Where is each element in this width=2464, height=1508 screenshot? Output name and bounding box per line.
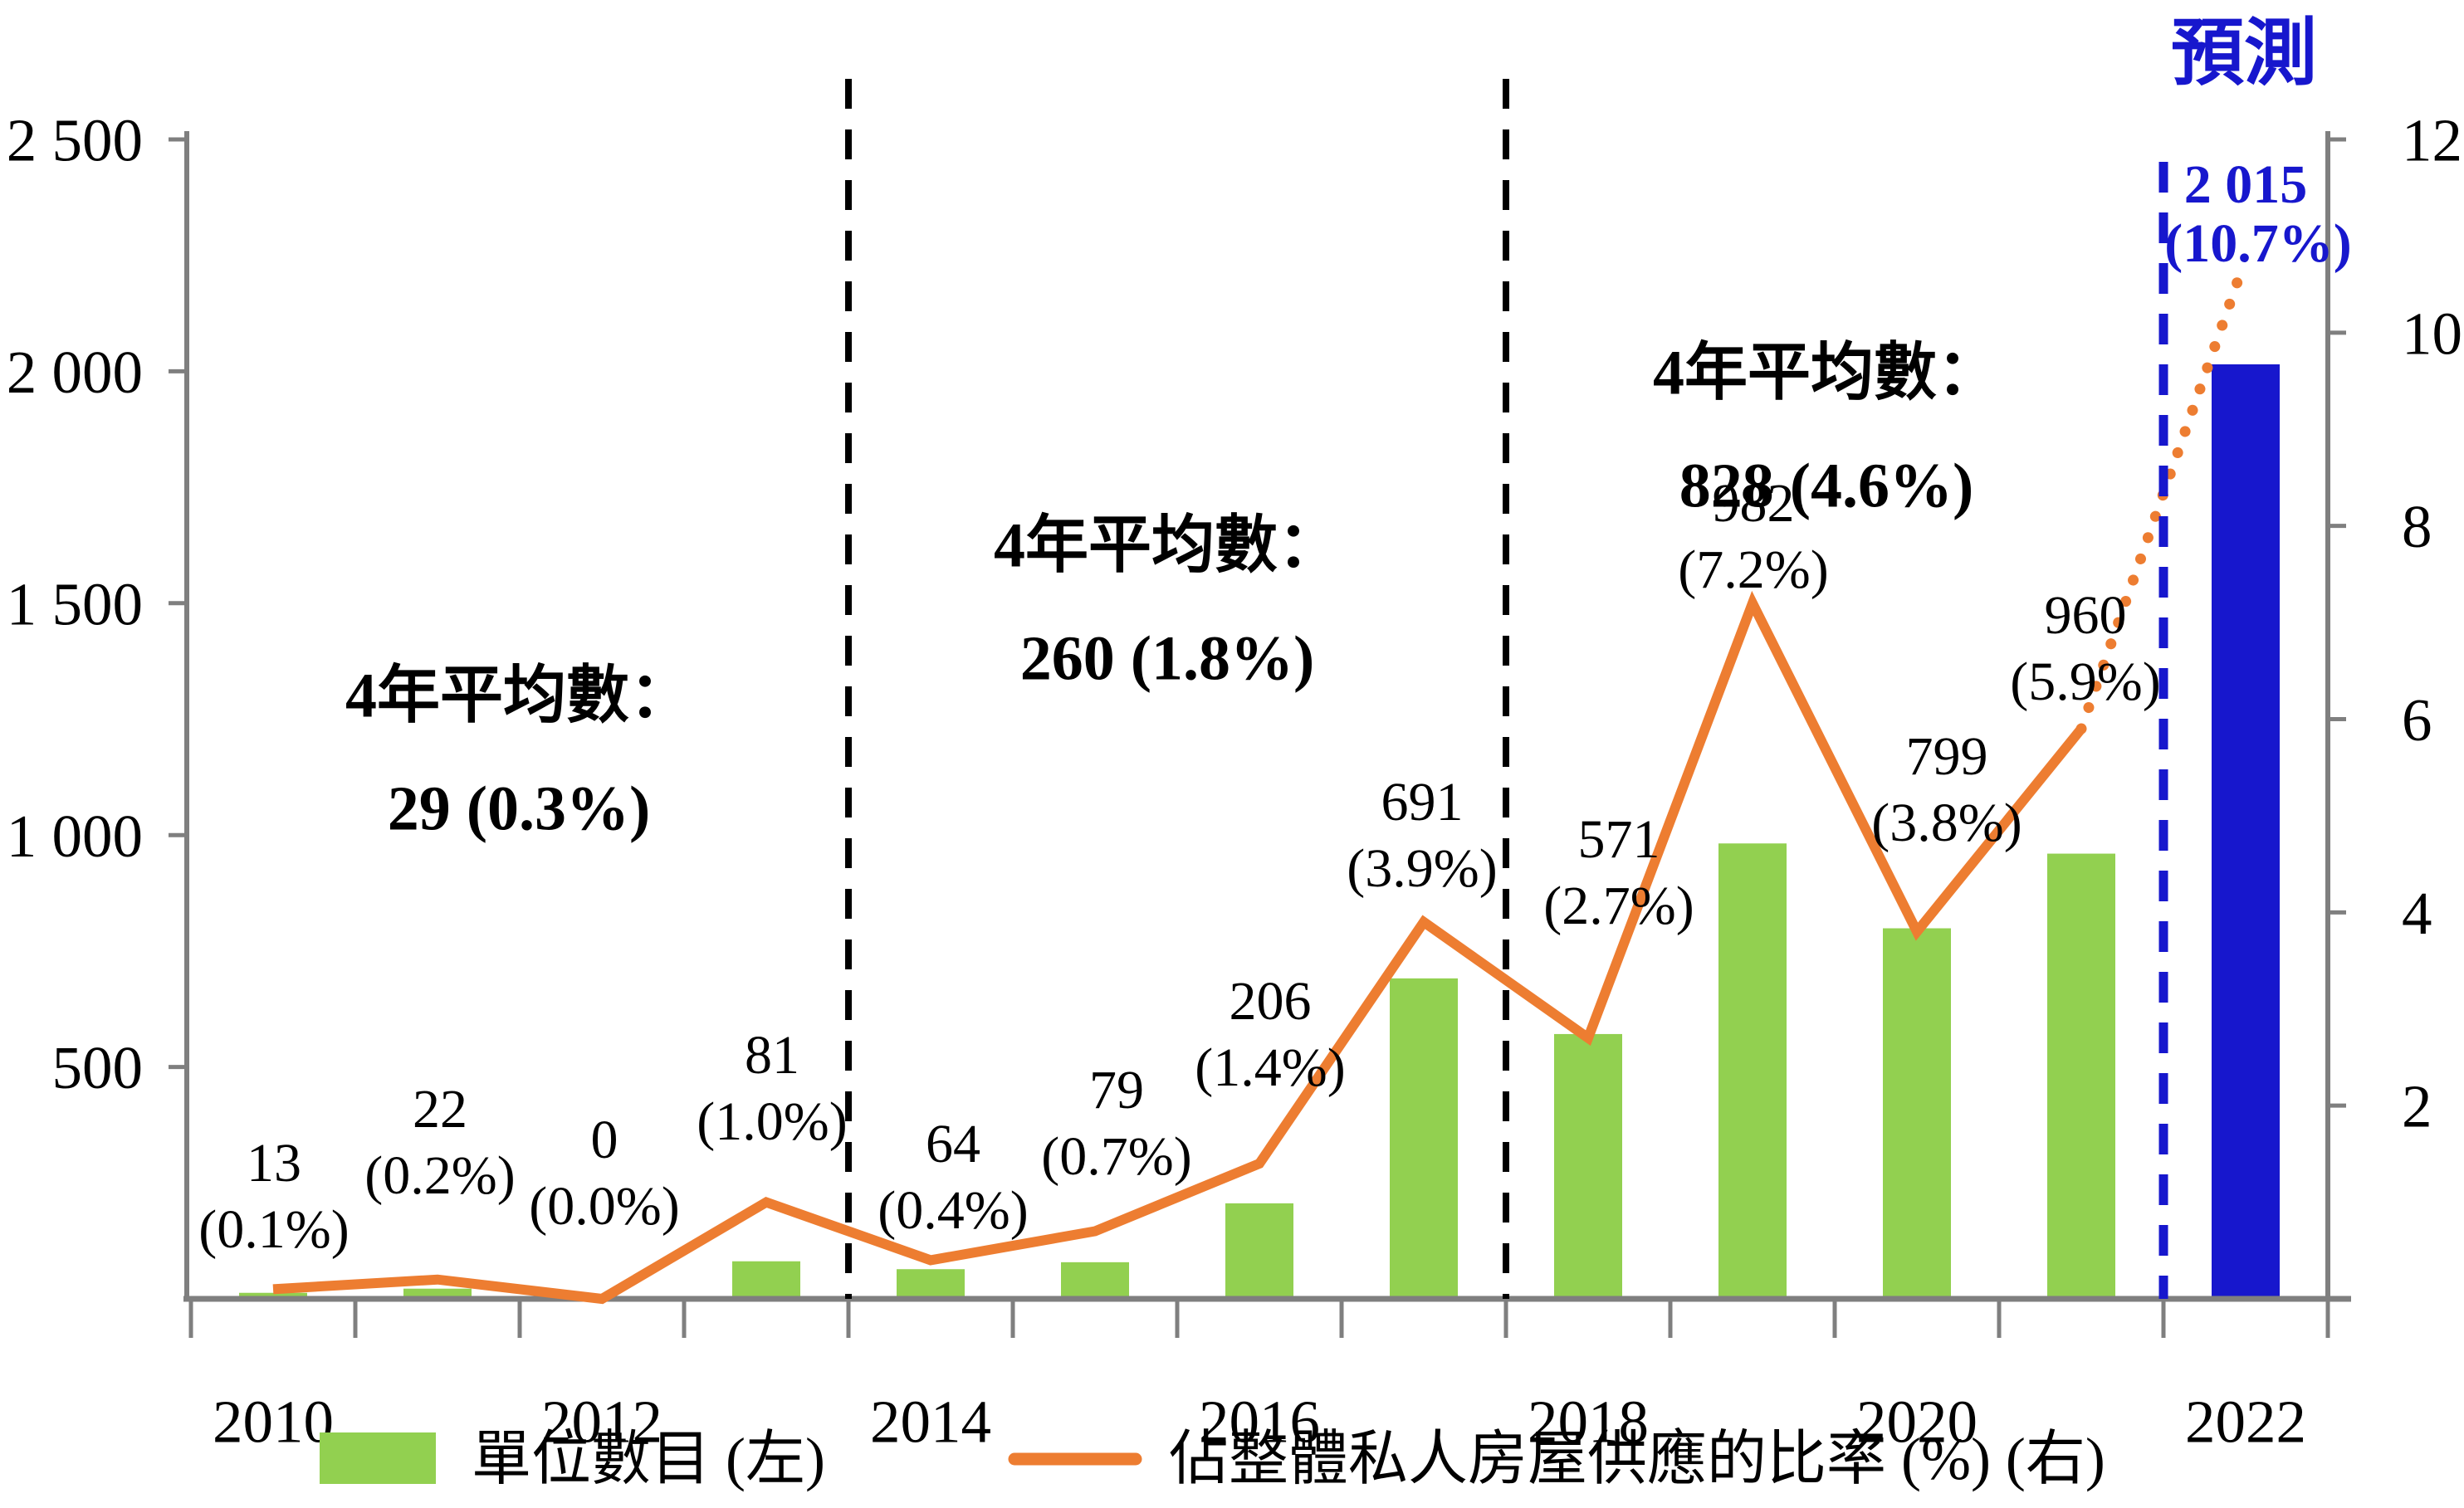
data-label-2019-value: 982 <box>1713 473 1795 534</box>
bar-2015 <box>1061 1262 1129 1299</box>
right-axis-label-12: 12 <box>2402 107 2462 174</box>
x-tick-label-2012: 2012 <box>541 1388 662 1456</box>
left-axis-label-500: 500 <box>52 1034 144 1101</box>
x-tick-label-2018: 2018 <box>1528 1388 1649 1456</box>
data-label-2019-pct: (7.2%) <box>1678 539 1828 600</box>
x-tick-label-2020: 2020 <box>1856 1388 1978 1456</box>
legend-label-units: 單位數目 (左) <box>472 1426 825 1492</box>
right-axis-label-6: 6 <box>2402 686 2432 754</box>
forecast-title: 預測 <box>2171 14 2317 95</box>
legend-bar-swatch <box>320 1432 436 1484</box>
data-label-2021-pct: (5.9%) <box>2010 652 2160 712</box>
data-label-2016-value: 206 <box>1230 971 1312 1032</box>
data-label-2014-pct: (0.4%) <box>878 1180 1028 1241</box>
data-label-2011-value: 22 <box>413 1079 467 1140</box>
annotation-2-line1: 4年平均數： <box>994 511 1341 581</box>
data-label-2020-value: 799 <box>1906 726 1988 787</box>
x-tick-label-2014: 2014 <box>870 1388 991 1456</box>
x-tick-label-2010: 2010 <box>213 1388 334 1456</box>
bar-2017 <box>1390 978 1458 1299</box>
bar-2019 <box>1718 843 1787 1299</box>
annotation-1-line2: 29 (0.3%) <box>388 774 651 844</box>
data-label-2017-value: 691 <box>1381 772 1464 832</box>
data-label-2010-value: 13 <box>247 1133 301 1193</box>
legend-label-ratio: 佔整體私人房屋供應的比率 (%) (右) <box>1169 1426 2105 1492</box>
bar-2018 <box>1554 1033 1622 1299</box>
x-tick-label-2022: 2022 <box>2185 1388 2306 1456</box>
annotation-3-line2: 828 (4.6%) <box>1679 451 1974 521</box>
bar-2020 <box>1883 928 1951 1299</box>
ratio-line-forecast-dotted <box>2075 264 2247 734</box>
x-tick-label-2016: 2016 <box>1199 1388 1320 1456</box>
bar-2013 <box>732 1261 800 1299</box>
data-label-2013-value: 81 <box>745 1025 799 1086</box>
ratio-line <box>272 590 2085 1305</box>
left-axis-label-1000: 1 000 <box>7 803 143 870</box>
data-label-2022-value: 2 015 <box>2184 154 2308 215</box>
data-label-2015-value: 79 <box>1089 1060 1144 1120</box>
data-label-2011-pct: (0.2%) <box>364 1145 515 1206</box>
left-axis-label-2000: 2 000 <box>7 339 143 406</box>
right-axis-label-8: 8 <box>2402 493 2432 560</box>
left-axis-label-1500: 1 500 <box>7 570 143 637</box>
data-label-2014-value: 64 <box>926 1114 980 1174</box>
data-label-2015-pct: (0.7%) <box>1041 1126 1191 1187</box>
bar-2016 <box>1225 1203 1293 1299</box>
bar-2021 <box>2047 853 2115 1299</box>
data-label-2012-pct: (0.0%) <box>529 1176 679 1237</box>
annotation-2-line2: 260 (1.8%) <box>1020 624 1315 694</box>
annotation-3-line1: 4年平均數： <box>1653 339 2000 408</box>
data-label-2020-pct: (3.8%) <box>1871 793 2022 853</box>
data-label-2016-pct: (1.4%) <box>1195 1037 1345 1098</box>
bar-2022 <box>2212 364 2280 1299</box>
bar-2014 <box>897 1269 965 1299</box>
data-label-2022-pct: (10.7%) <box>2164 213 2351 274</box>
data-label-2017-pct: (3.9%) <box>1347 838 1497 899</box>
data-label-2021-value: 960 <box>2045 585 2127 646</box>
annotation-1-line1: 4年平均數： <box>345 661 692 731</box>
right-axis-label-10: 10 <box>2402 300 2462 367</box>
right-axis-label-2: 2 <box>2402 1073 2432 1140</box>
data-label-2018-pct: (2.7%) <box>1543 876 1694 936</box>
data-label-2010-pct: (0.1%) <box>198 1199 349 1260</box>
bar-2010 <box>239 1292 307 1299</box>
left-axis-label-2500: 2 500 <box>7 107 143 174</box>
data-label-2018-value: 571 <box>1578 809 1660 870</box>
data-label-2012-value: 0 <box>591 1110 618 1170</box>
data-label-2013-pct: (1.0%) <box>697 1091 847 1152</box>
right-axis-label-4: 4 <box>2402 880 2432 947</box>
